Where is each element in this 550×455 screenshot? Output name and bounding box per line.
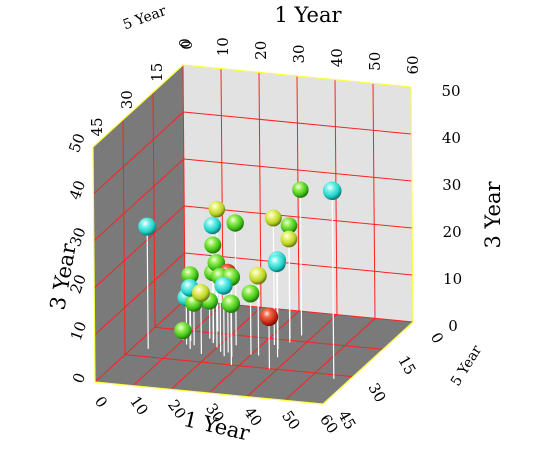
left-floor-seam: [94, 299, 186, 383]
bubble-green: [292, 181, 309, 198]
left-front-edge: [92, 146, 96, 383]
left-wall-hgrid: [93, 158, 185, 242]
left-top-edge: [92, 64, 184, 148]
drop-line: [230, 303, 232, 365]
right-y-tick-label: 10: [443, 270, 462, 288]
back-top-edge: [182, 64, 412, 88]
bubble-red: [259, 307, 279, 327]
floor-right-edge: [322, 321, 414, 405]
back-left-seam: [182, 64, 186, 301]
top-x-tick-label: 30: [290, 44, 308, 63]
bubble-cyan: [267, 254, 286, 273]
left-wall-hgrid: [93, 111, 184, 195]
left-wall-hgrid: [93, 205, 185, 289]
bubble-yellow: [191, 283, 210, 302]
left-y-tick-label: 10: [67, 319, 90, 343]
drop-line: [223, 285, 225, 357]
floor-xgrid: [284, 317, 376, 401]
top-x-tick-label: 60: [404, 55, 422, 74]
drop-line: [331, 190, 335, 379]
floor-xgrid: [208, 310, 300, 394]
drop-line: [299, 189, 303, 336]
top-x-axis-title: 1 Year: [274, 3, 342, 27]
top-x-tick-label: 0: [176, 38, 194, 48]
drop-line: [276, 263, 279, 358]
floor-xgrid: [246, 314, 338, 398]
right-z-tick-label: 15: [394, 353, 419, 379]
right-y-tick-label: 20: [443, 223, 462, 241]
drop-line: [288, 238, 291, 343]
bubble-cyan: [138, 217, 157, 236]
back-wall-hgrid: [183, 111, 412, 135]
bubble-green: [174, 322, 192, 340]
back-wall-hgrid: [183, 158, 412, 182]
drop-line: [249, 293, 252, 355]
bubble-yellow: [264, 209, 282, 227]
top-x-tick-label: 20: [252, 41, 270, 60]
back-right-edge: [410, 86, 414, 323]
bubble-green: [221, 294, 241, 313]
bubble-green: [181, 266, 199, 284]
bottom-x-tick-label: 50: [278, 407, 304, 433]
top-z-tick-label: 15: [148, 63, 166, 82]
left-wall-hgrid: [94, 252, 185, 336]
right-y-tick-label: 50: [441, 82, 460, 100]
top-z-tick-label: 0: [178, 40, 196, 50]
bubble-cyan: [203, 216, 222, 235]
right-y-tick-label: 40: [442, 129, 461, 147]
right-z-tick-label: 30: [364, 380, 389, 406]
left-y-tick-label: 0: [69, 370, 89, 385]
bubble-yellow: [208, 200, 226, 218]
floor-front-edge: [94, 381, 324, 405]
bubble-green: [204, 236, 222, 254]
right-z-tick-label: 0: [427, 329, 447, 346]
left-y-tick-label: 30: [66, 225, 89, 249]
top-x-tick-label: 50: [366, 52, 384, 71]
top-z-tick-label: 30: [118, 90, 136, 109]
bubble-green: [226, 214, 244, 232]
right-y-tick-label: 0: [448, 317, 458, 335]
floor-xgrid: [132, 303, 224, 387]
right-y-tick-label: 30: [442, 176, 461, 194]
left-y-tick-label: 40: [66, 178, 89, 202]
top-x-tick-label: 10: [214, 37, 232, 56]
bubble-green: [280, 217, 298, 234]
bubbles: [138, 181, 342, 340]
top-z-tick-label: 45: [88, 117, 106, 136]
floor-zgrid: [124, 354, 354, 378]
right-y-axis-title: 3 Year: [481, 181, 505, 249]
bottom-x-tick-label: 10: [126, 393, 152, 419]
back-wall-vgrid: [372, 83, 376, 319]
top-z-axis-title: 5 Year: [121, 3, 169, 33]
left-y-tick-label: 20: [66, 272, 89, 296]
drop-line: [257, 275, 260, 356]
floor-xgrid: [170, 306, 262, 390]
bubble-cyan: [322, 181, 342, 201]
right-z-axis-title: 5 Year: [448, 342, 485, 389]
bubble-cyan: [214, 276, 233, 295]
top-x-tick-label: 40: [328, 48, 346, 67]
bottom-x-tick-label: 0: [91, 393, 111, 411]
bubble-green: [241, 284, 260, 303]
left-wall-vgrid: [152, 92, 156, 328]
bubble-yellow: [280, 230, 298, 248]
drop-line: [146, 226, 149, 349]
chart-frame-edges: [92, 64, 414, 405]
left-y-tick-label: 50: [65, 131, 88, 155]
bubble-yellow: [249, 266, 267, 285]
left-wall-vgrid: [122, 119, 126, 355]
